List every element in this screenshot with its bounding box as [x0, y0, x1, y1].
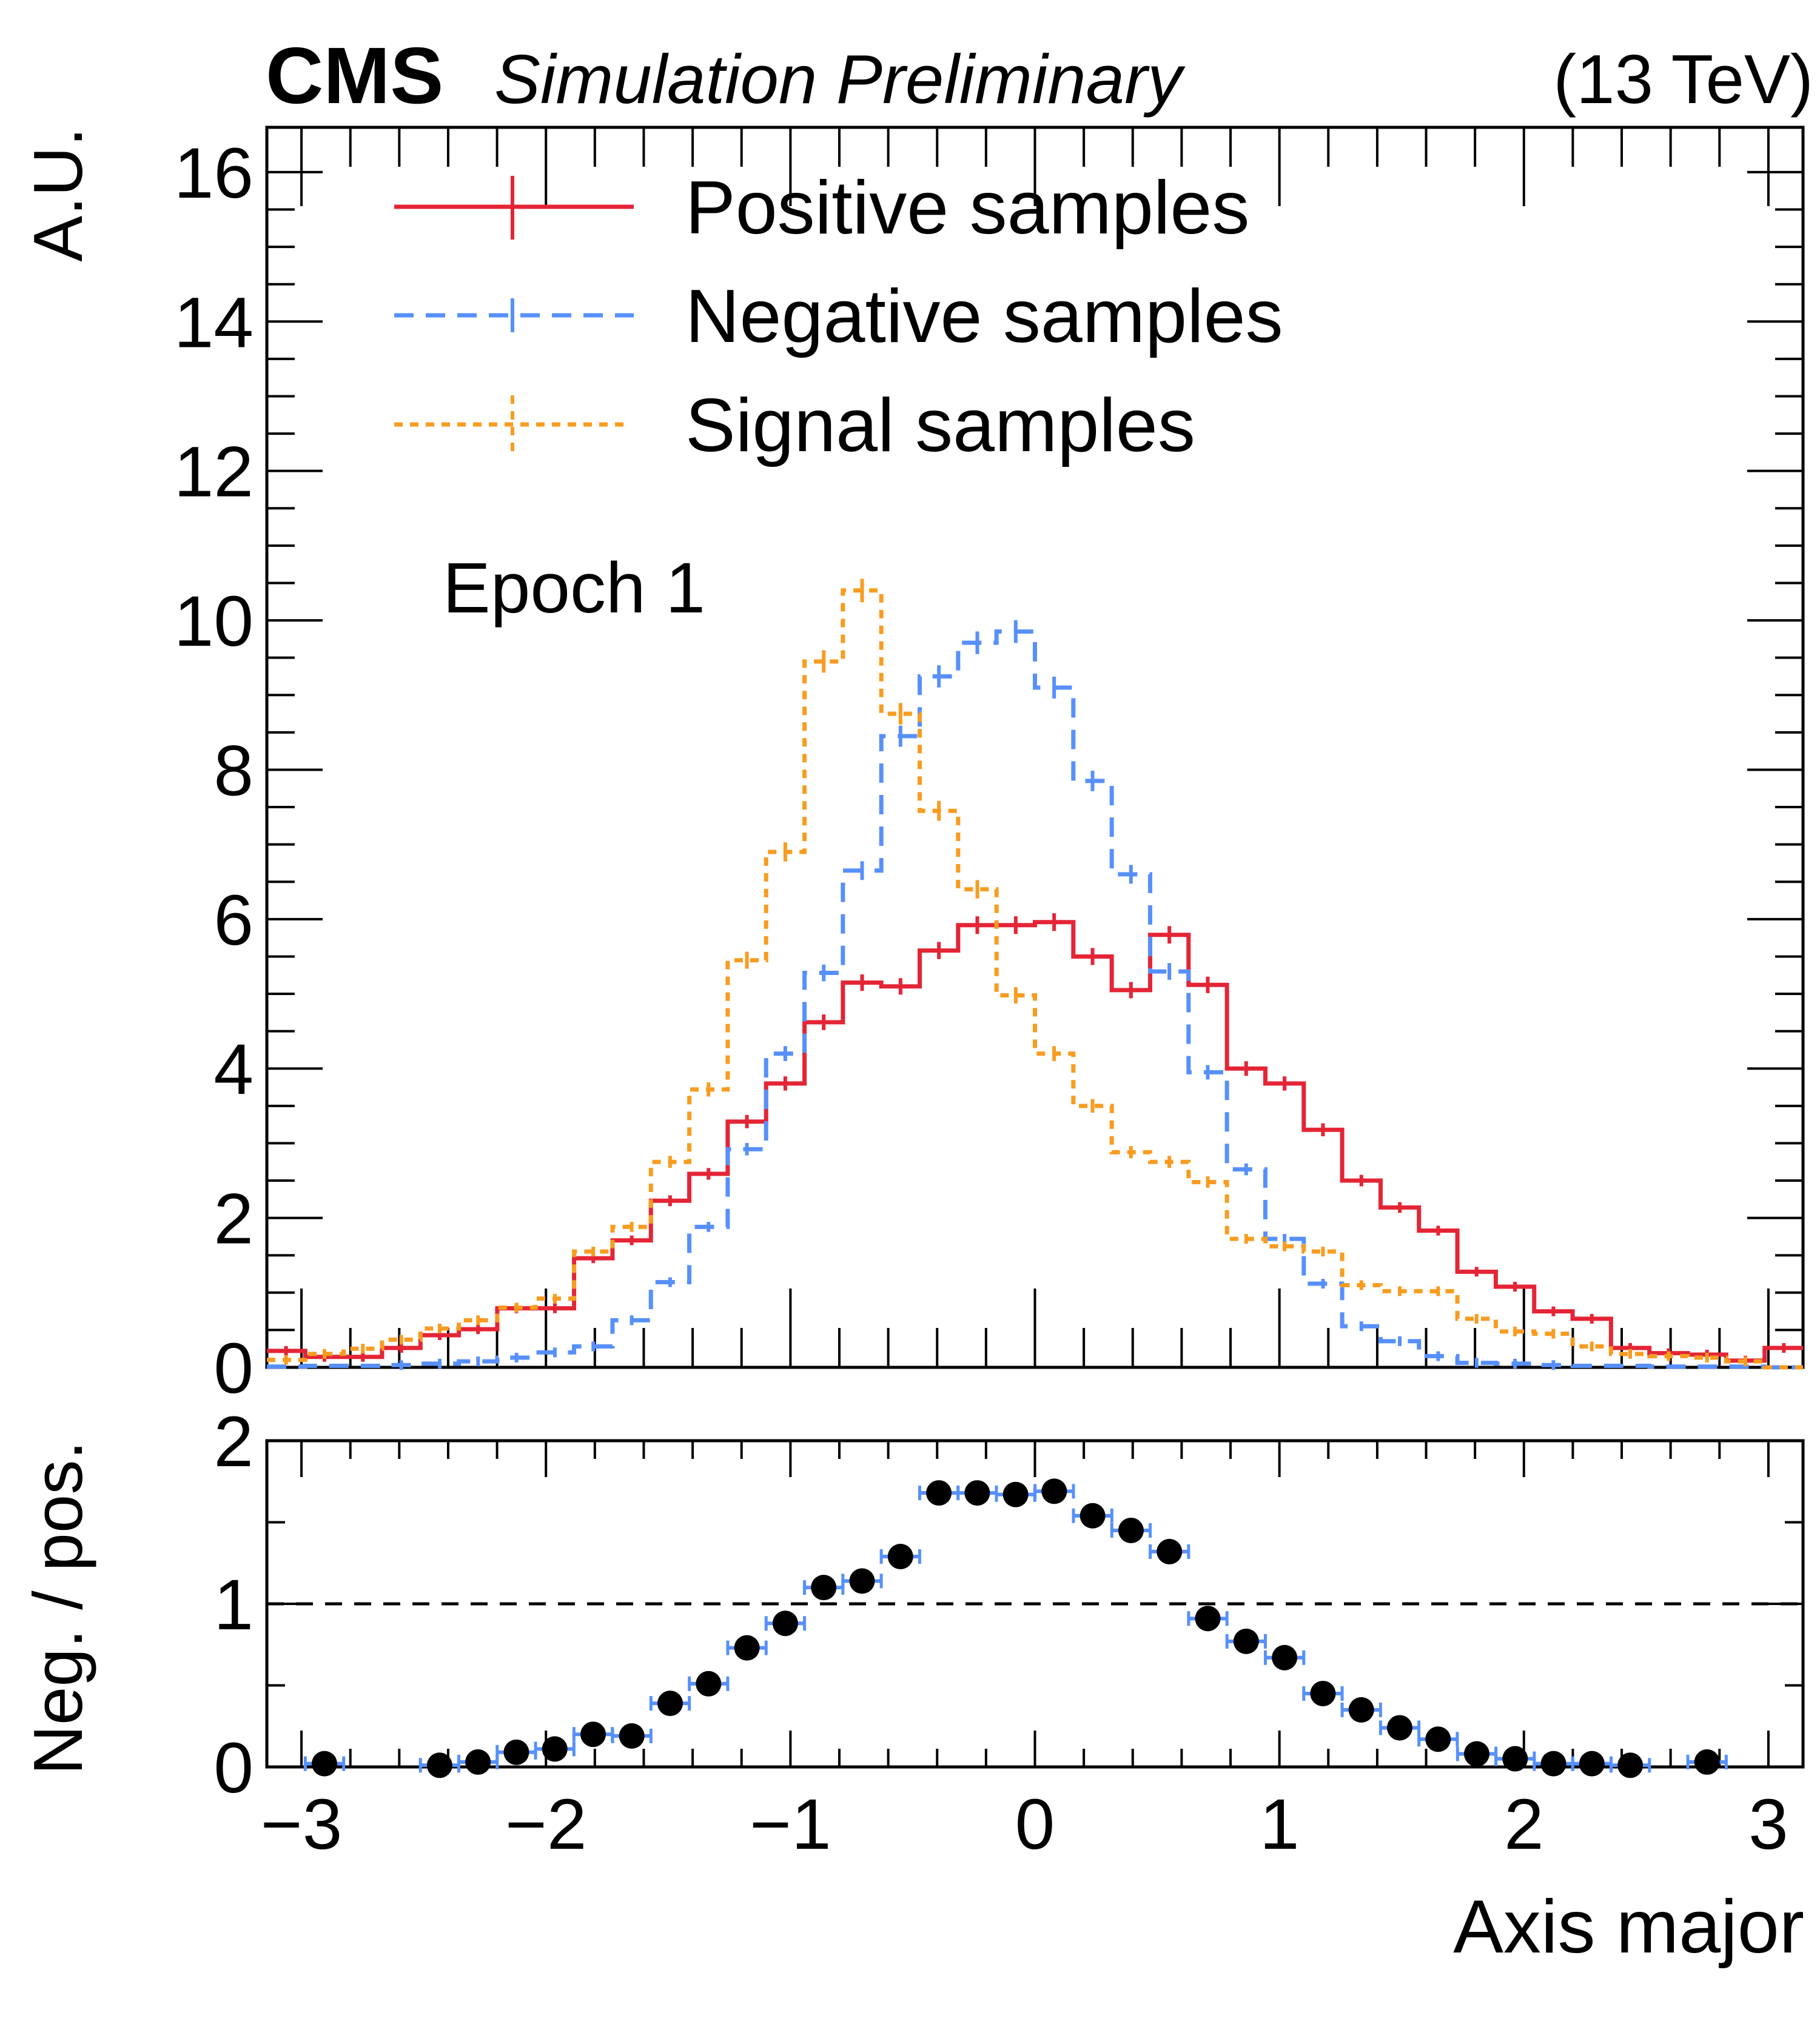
ratio-point	[1157, 1538, 1183, 1564]
ratio-point	[926, 1480, 952, 1506]
ratio-point	[1502, 1746, 1528, 1772]
y-tick-label: 4	[213, 1030, 254, 1110]
y-tick-label: 8	[213, 731, 254, 811]
ratio-point	[772, 1610, 798, 1637]
epoch-annotation: Epoch 1	[443, 548, 705, 628]
top-y-tick-labels: 0 2 4 6 8 10 12 14 16	[174, 133, 254, 1409]
ratio-point	[1540, 1751, 1566, 1777]
x-tick-label: 1	[1260, 1785, 1300, 1865]
ratio-point	[1425, 1726, 1451, 1752]
ratio-point	[1118, 1517, 1144, 1543]
ratio-point	[542, 1736, 568, 1762]
x-tick-label: −2	[505, 1785, 587, 1865]
legend: Positive samples Negative samples Signal…	[394, 166, 1283, 468]
ratio-point	[964, 1480, 990, 1506]
x-tick-label: −1	[750, 1785, 831, 1865]
legend-entry-positive: Positive samples	[394, 166, 1249, 250]
x-tick-label: 0	[1015, 1785, 1055, 1865]
ratio-point	[465, 1749, 491, 1775]
ratio-y-tick-label: 2	[213, 1402, 254, 1482]
ratio-point	[1272, 1644, 1298, 1671]
y-tick-label: 16	[174, 133, 254, 213]
status-label: Simulation Preliminary	[494, 41, 1186, 118]
y-axis-label-top: A.U.	[20, 127, 97, 262]
ratio-point	[1694, 1749, 1720, 1775]
legend-entry-signal: Signal samples	[394, 384, 1195, 468]
ratio-point	[849, 1568, 875, 1594]
y-axis-label-ratio: Neg. / pos.	[20, 1441, 97, 1775]
ratio-point	[1041, 1478, 1067, 1504]
x-axis-label: Axis major	[1453, 1885, 1804, 1969]
histogram-series	[267, 578, 1803, 1370]
ratio-point	[1310, 1680, 1336, 1706]
ratio-point	[887, 1543, 913, 1569]
ratio-point	[657, 1691, 683, 1717]
x-tick-label: 2	[1504, 1785, 1544, 1865]
y-tick-label: 10	[174, 581, 254, 662]
ratio-point	[1617, 1752, 1644, 1778]
ratio-point	[1348, 1697, 1374, 1723]
x-tick-label: 3	[1748, 1785, 1788, 1865]
ratio-point	[503, 1739, 529, 1765]
ratio-point	[696, 1671, 722, 1697]
ratio-point	[1386, 1715, 1412, 1741]
ratio-point	[811, 1575, 837, 1601]
energy-label: (13 TeV)	[1553, 41, 1813, 118]
ratio-point	[1195, 1606, 1221, 1632]
y-tick-label: 0	[213, 1329, 254, 1409]
y-tick-label: 12	[174, 432, 254, 512]
top-panel-ticks	[267, 127, 1803, 1369]
x-tick-labels: −3 −2 −1 0 1 2 3	[261, 1785, 1788, 1865]
ratio-point	[734, 1635, 760, 1661]
ratio-y-tick-label: 0	[213, 1728, 254, 1808]
ratio-panel-ticks	[267, 1440, 1803, 1768]
cms-label: CMS	[266, 31, 443, 120]
histogram-positive	[267, 920, 1803, 1363]
y-tick-label: 6	[213, 880, 254, 960]
ratio-point	[1080, 1503, 1106, 1529]
ratio-point	[426, 1752, 452, 1778]
ratio-points	[303, 1478, 1728, 1778]
legend-label-signal: Signal samples	[685, 384, 1195, 468]
legend-entry-negative: Negative samples	[394, 275, 1283, 358]
legend-label-negative: Negative samples	[685, 275, 1283, 358]
ratio-point	[1233, 1628, 1259, 1654]
ratio-point	[1579, 1751, 1605, 1777]
ratio-point	[311, 1751, 337, 1777]
x-tick-label: −3	[261, 1785, 343, 1865]
ratio-y-tick-labels: 0 1 2	[213, 1402, 254, 1808]
ratio-point	[1463, 1741, 1489, 1767]
legend-label-positive: Positive samples	[685, 166, 1249, 250]
ratio-y-tick-label: 1	[213, 1565, 254, 1645]
ratio-point	[1002, 1481, 1029, 1507]
ratio-point	[580, 1721, 606, 1748]
ratio-point	[619, 1723, 645, 1749]
y-tick-label: 2	[213, 1179, 254, 1259]
y-tick-label: 14	[174, 283, 254, 363]
histogram-signal	[267, 588, 1803, 1370]
